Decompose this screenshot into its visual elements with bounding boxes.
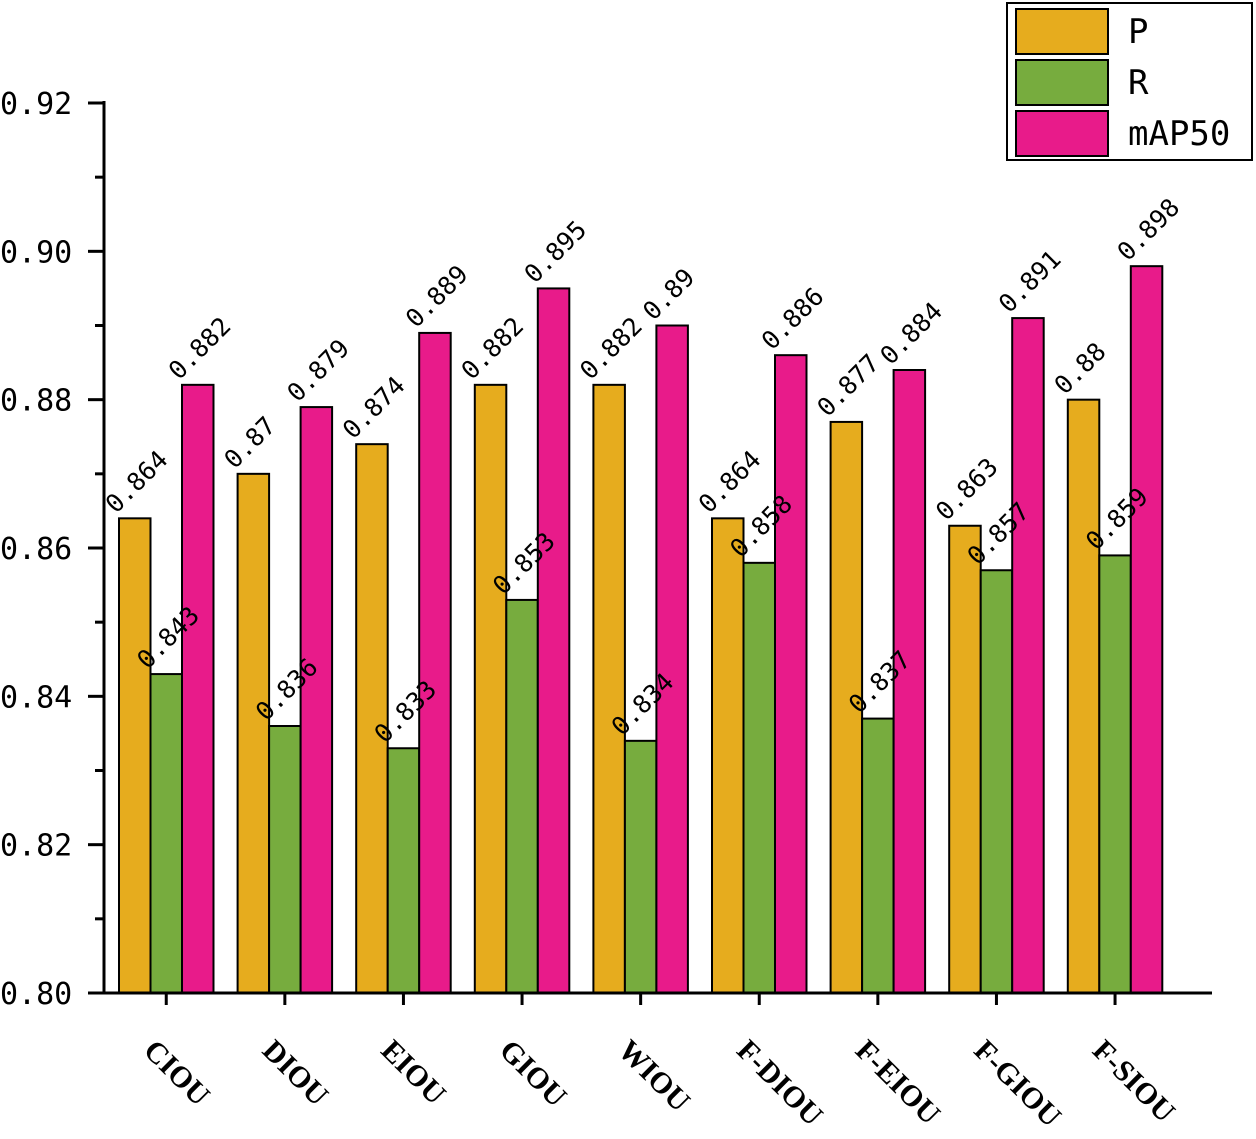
- data-label-map50-f-eiou: 0.884: [874, 297, 948, 371]
- data-label-p-f-diou: 0.864: [693, 445, 767, 519]
- legend-swatch-map50: [1015, 110, 1109, 157]
- bar-r-f-diou: [742, 561, 776, 994]
- bar-map50-eiou: [418, 331, 452, 994]
- x-tick-label-f-eiou: F-EIOU: [849, 1034, 947, 1132]
- x-tick-label-f-siou: F-SIOU: [1086, 1034, 1181, 1129]
- bar-r-diou: [268, 725, 302, 994]
- data-label-p-eiou: 0.874: [337, 371, 411, 445]
- data-label-p-wiou: 0.882: [574, 311, 648, 385]
- x-tick-label-eiou: EIOU: [375, 1034, 453, 1112]
- bar-r-wiou: [623, 739, 658, 994]
- legend-swatch-r: [1015, 59, 1109, 106]
- x-tick-label-diou: DIOU: [256, 1034, 335, 1113]
- bar-map50-f-siou: [1129, 265, 1164, 994]
- y-tick-label: 0.82: [0, 829, 72, 864]
- bar-p-giou: [473, 383, 508, 995]
- data-label-p-f-giou: 0.863: [930, 452, 1004, 526]
- data-label-map50-f-diou: 0.886: [756, 282, 830, 356]
- data-label-p-diou: 0.87: [218, 411, 281, 474]
- bar-r-f-giou: [979, 569, 1014, 994]
- data-label-map50-giou: 0.895: [519, 215, 593, 289]
- data-label-map50-wiou: 0.89: [637, 263, 700, 326]
- data-label-p-giou: 0.882: [456, 311, 530, 385]
- y-tick-label: 0.88: [0, 384, 72, 419]
- bar-p-wiou: [592, 383, 626, 995]
- x-tick-label-wiou: WIOU: [612, 1034, 697, 1119]
- legend-label-map50: mAP50: [1128, 114, 1230, 154]
- y-tick-label: 0.80: [0, 977, 72, 1012]
- legend-swatch-p: [1015, 8, 1109, 55]
- y-tick-label: 0.92: [0, 87, 72, 122]
- bar-map50-ciou: [181, 383, 215, 995]
- bar-p-f-giou: [948, 524, 982, 994]
- legend-label-r: R: [1128, 63, 1149, 103]
- legend-label-p: P: [1128, 12, 1148, 52]
- x-tick-label-ciou: CIOU: [137, 1034, 216, 1113]
- data-label-map50-ciou: 0.882: [163, 311, 237, 385]
- bar-p-eiou: [355, 443, 389, 994]
- bar-map50-f-giou: [1011, 317, 1045, 995]
- bar-r-eiou: [386, 747, 421, 994]
- data-label-map50-diou: 0.879: [281, 334, 355, 408]
- bar-r-giou: [505, 598, 539, 995]
- x-tick-label-giou: GIOU: [493, 1034, 573, 1114]
- x-tick-label-f-giou: F-GIOU: [968, 1034, 1068, 1134]
- data-label-p-f-eiou: 0.877: [811, 348, 885, 422]
- x-tick-label-f-diou: F-DIOU: [730, 1034, 829, 1133]
- y-tick-label: 0.84: [0, 680, 72, 715]
- bar-map50-f-diou: [774, 354, 808, 994]
- y-tick-label: 0.86: [0, 532, 72, 567]
- bars-layer: [118, 265, 1164, 995]
- bar-map50-wiou: [655, 324, 689, 994]
- data-label-map50-f-giou: 0.891: [993, 245, 1067, 319]
- bar-p-f-diou: [711, 517, 745, 994]
- bar-r-ciou: [149, 673, 183, 994]
- bar-r-f-siou: [1098, 554, 1132, 995]
- bar-p-ciou: [118, 517, 152, 994]
- bar-map50-diou: [299, 406, 334, 995]
- data-label-map50-eiou: 0.889: [400, 259, 474, 333]
- bar-p-diou: [236, 472, 271, 995]
- bar-map50-giou: [536, 287, 571, 994]
- data-label-p-f-siou: 0.88: [1049, 337, 1112, 400]
- bar-p-f-eiou: [829, 420, 864, 994]
- bar-r-f-eiou: [861, 717, 895, 994]
- bar-p-f-siou: [1066, 398, 1101, 994]
- y-tick-label: 0.90: [0, 235, 72, 270]
- data-label-map50-f-siou: 0.898: [1112, 193, 1186, 267]
- data-label-p-ciou: 0.864: [100, 445, 174, 519]
